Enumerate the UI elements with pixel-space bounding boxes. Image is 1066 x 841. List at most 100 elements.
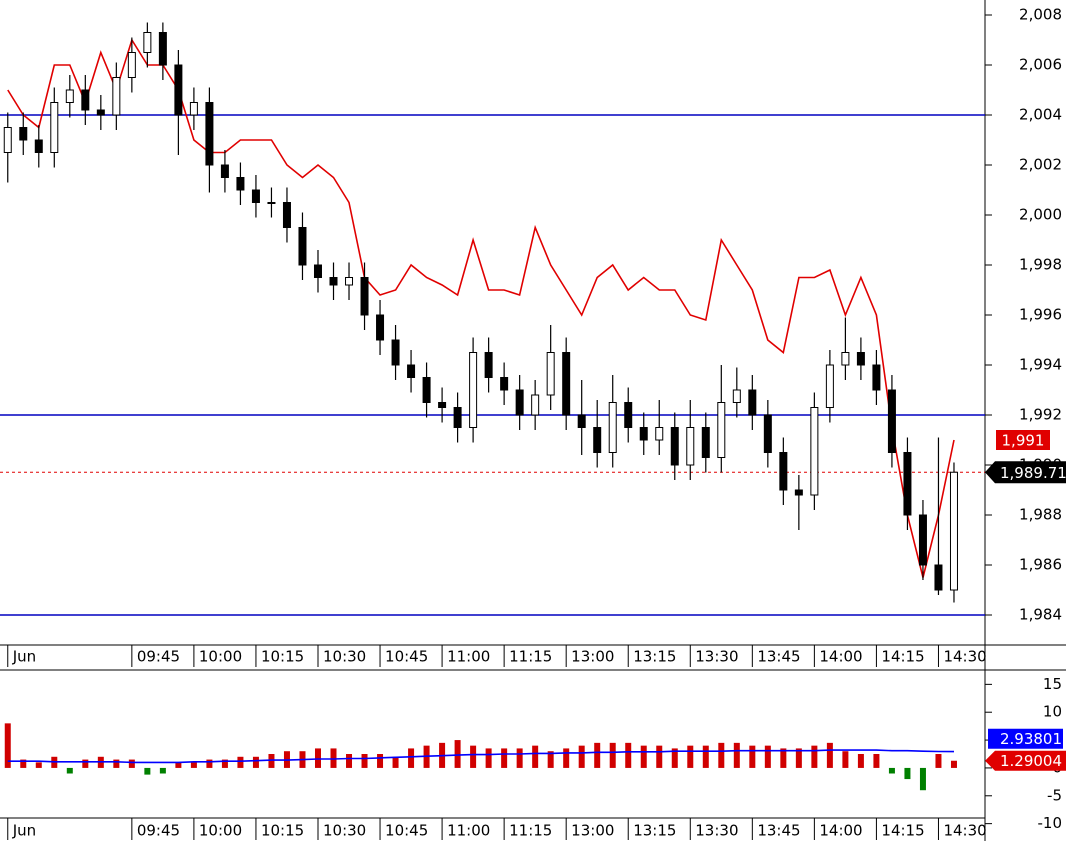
bar — [795, 748, 802, 768]
bar — [35, 762, 42, 768]
candle-body — [313, 264, 322, 278]
candle-body — [500, 377, 509, 391]
candle-body — [655, 427, 664, 441]
bar — [113, 759, 120, 768]
x-tick-label: 10:00 — [199, 648, 242, 666]
bar — [718, 742, 725, 768]
bar — [826, 742, 833, 768]
bar — [842, 751, 849, 768]
candle-body — [267, 202, 276, 204]
y-tick-label: 10 — [1043, 703, 1062, 721]
candle-body — [484, 352, 493, 378]
x-tick-label: 13:30 — [695, 822, 738, 840]
y-tick-label: 2,000 — [1019, 206, 1062, 224]
bar — [780, 748, 787, 768]
candle-body — [438, 402, 447, 408]
y-tick-label: 2,004 — [1019, 106, 1062, 124]
y-tick-label: 2,008 — [1019, 6, 1062, 24]
x-tick-label: 09:45 — [137, 648, 180, 666]
bar — [454, 740, 461, 768]
candle-body — [794, 489, 803, 496]
bar — [501, 748, 508, 768]
candle-body — [50, 102, 59, 153]
bar — [687, 745, 694, 768]
x-tick-label: 13:00 — [571, 648, 614, 666]
bar — [733, 742, 740, 768]
candle-body — [360, 277, 369, 316]
candle-body — [205, 102, 214, 166]
bar — [66, 767, 73, 774]
candle-body — [127, 52, 136, 78]
bar — [159, 767, 166, 774]
bar — [609, 742, 616, 768]
bar — [904, 767, 911, 780]
candle-body — [779, 452, 788, 491]
bar — [470, 745, 477, 768]
candle-body — [96, 109, 105, 116]
candle-body — [345, 277, 354, 286]
candle-body — [841, 352, 850, 366]
bar — [20, 759, 27, 768]
candle-body — [562, 352, 571, 416]
x-tick-label: 13:15 — [633, 648, 676, 666]
signal-line — [7, 38, 955, 578]
bar — [532, 745, 539, 768]
bar — [82, 759, 89, 768]
candle-body — [3, 127, 12, 153]
bar — [702, 745, 709, 768]
candle-body — [143, 32, 152, 53]
bar — [221, 759, 228, 768]
candle-body — [701, 427, 710, 458]
bar — [811, 745, 818, 768]
candle-body — [639, 427, 648, 441]
bar — [485, 748, 492, 768]
candle-body — [220, 164, 229, 178]
y-tick-label: 2,002 — [1019, 156, 1062, 174]
candle-body — [189, 102, 198, 116]
bar — [346, 754, 353, 768]
x-tick-label: 10:45 — [385, 822, 428, 840]
candle-body — [825, 364, 834, 408]
x-tick-label: 11:00 — [447, 648, 490, 666]
y-tick-label: 1,994 — [1019, 356, 1062, 374]
bar — [857, 754, 864, 768]
y-tick-label: 1,998 — [1019, 256, 1062, 274]
x-tick-label: 13:30 — [695, 648, 738, 666]
bar — [563, 748, 570, 768]
candle-body — [577, 414, 586, 428]
candle-body — [65, 89, 74, 103]
candle-body — [391, 339, 400, 366]
bar — [873, 754, 880, 768]
candle-body — [19, 127, 28, 141]
x-tick-label: 14:15 — [881, 648, 924, 666]
candle-body — [593, 427, 602, 453]
candle-body — [298, 227, 307, 266]
candle-body — [158, 32, 167, 66]
bar — [361, 754, 368, 768]
x-tick-label: 11:00 — [447, 822, 490, 840]
x-tick-label: 14:00 — [819, 648, 862, 666]
bar — [330, 748, 337, 768]
x-tick-label: 14:00 — [819, 822, 862, 840]
x-tick-label: 14:30 — [943, 822, 986, 840]
y-tick-label: 1,988 — [1019, 506, 1062, 524]
candle-body — [407, 364, 416, 378]
bar — [888, 767, 895, 774]
candle-body — [34, 139, 43, 153]
candle-body — [236, 177, 245, 191]
bar — [578, 745, 585, 768]
y-tick-label: 1,984 — [1019, 606, 1062, 624]
candle-body — [903, 452, 912, 516]
x-tick-label: Jun — [12, 648, 36, 666]
bar — [749, 745, 756, 768]
price-label: 1,989.71 — [1000, 464, 1066, 482]
bar — [625, 742, 632, 768]
candle-body — [422, 377, 431, 403]
y-tick-label: -5 — [1047, 786, 1062, 804]
x-tick-label: 10:30 — [323, 822, 366, 840]
x-tick-label: 10:00 — [199, 822, 242, 840]
bar — [408, 748, 415, 768]
bar — [237, 756, 244, 768]
